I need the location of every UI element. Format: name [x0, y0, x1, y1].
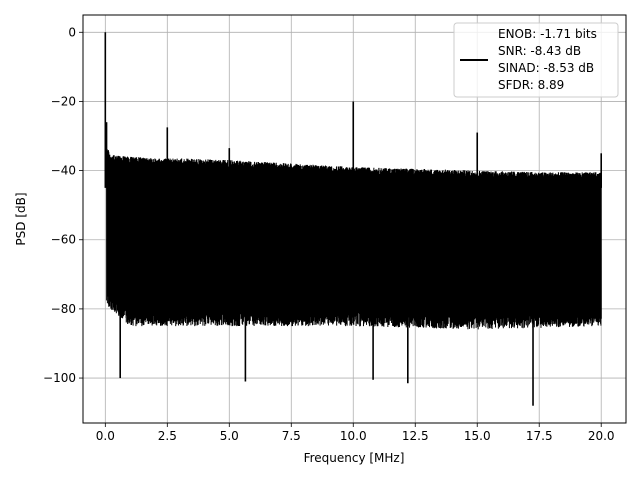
- legend-box: [453, 22, 619, 98]
- data-area: [104, 32, 603, 406]
- x-tick-label: 0.0: [96, 429, 115, 443]
- y-tick-label: −20: [51, 94, 76, 108]
- y-tick-label: 0: [68, 25, 76, 39]
- x-axis-label: Frequency [MHz]: [304, 451, 405, 465]
- x-tick-label: 17.5: [526, 429, 553, 443]
- legend: ENOB: -1.71 bits SNR: -8.43 dB SINAD: -8…: [453, 22, 619, 98]
- y-tick-label: −80: [51, 302, 76, 316]
- legend-enob: ENOB: -1.71 bits: [498, 27, 597, 41]
- x-tick-label: 7.5: [282, 429, 301, 443]
- legend-sinad: SINAD: -8.53 dB: [498, 61, 594, 75]
- x-tick-label: 5.0: [220, 429, 239, 443]
- y-tick-label: −100: [43, 371, 76, 385]
- axes-frame: [82, 14, 627, 424]
- legend-snr: SNR: -8.43 dB: [498, 44, 581, 58]
- x-tick-label: 20.0: [588, 429, 615, 443]
- psd-noise-band: [106, 160, 602, 306]
- x-tick-label: 2.5: [158, 429, 177, 443]
- x-tick-label: 12.5: [402, 429, 429, 443]
- x-tick-label: 10.0: [340, 429, 367, 443]
- legend-sfdr: SFDR: 8.89: [498, 78, 564, 92]
- ticks: 0.0 2.5 5.0 7.5 10.0 12.5 15.0 17.5 20.0 0 −20 −40 −…: [43, 25, 615, 443]
- y-tick-label: −40: [51, 164, 76, 178]
- y-tick-label: −60: [51, 233, 76, 247]
- x-tick-label: 15.0: [464, 429, 491, 443]
- y-axis-label: PSD [dB]: [14, 192, 28, 245]
